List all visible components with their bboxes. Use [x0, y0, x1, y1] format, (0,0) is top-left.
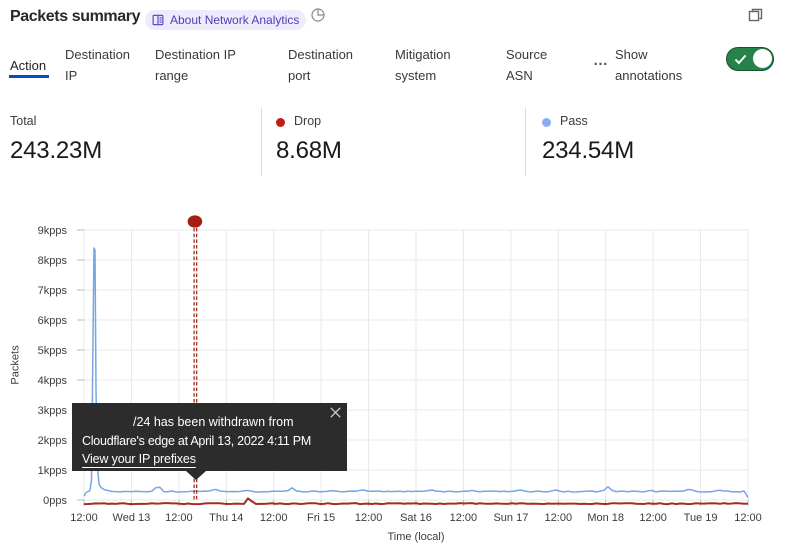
svg-text:12:00: 12:00 — [734, 512, 762, 524]
svg-text:8kpps: 8kpps — [38, 255, 68, 267]
svg-text:7kpps: 7kpps — [38, 285, 68, 297]
svg-text:Thu 14: Thu 14 — [209, 512, 243, 524]
svg-text:2kpps: 2kpps — [38, 435, 68, 447]
svg-text:12:00: 12:00 — [639, 512, 667, 524]
svg-text:12:00: 12:00 — [260, 512, 288, 524]
svg-text:Tue 19: Tue 19 — [684, 512, 718, 524]
svg-text:12:00: 12:00 — [545, 512, 573, 524]
svg-text:4kpps: 4kpps — [38, 375, 68, 387]
svg-text:9kpps: 9kpps — [38, 225, 68, 237]
svg-text:Packets: Packets — [10, 345, 22, 385]
svg-text:Wed 13: Wed 13 — [113, 512, 151, 524]
svg-text:Mon 18: Mon 18 — [587, 512, 624, 524]
svg-text:12:00: 12:00 — [450, 512, 478, 524]
svg-text:12:00: 12:00 — [355, 512, 383, 524]
svg-text:Time (local): Time (local) — [387, 531, 444, 543]
svg-text:0pps: 0pps — [43, 495, 67, 507]
svg-text:Sun 17: Sun 17 — [493, 512, 528, 524]
svg-text:Sat 16: Sat 16 — [400, 512, 432, 524]
svg-text:5kpps: 5kpps — [38, 345, 68, 357]
svg-text:1kpps: 1kpps — [38, 465, 68, 477]
svg-text:3kpps: 3kpps — [38, 405, 68, 417]
svg-text:12:00: 12:00 — [70, 512, 98, 524]
svg-text:6kpps: 6kpps — [38, 315, 68, 327]
svg-text:Fri 15: Fri 15 — [307, 512, 335, 524]
svg-text:12:00: 12:00 — [165, 512, 193, 524]
